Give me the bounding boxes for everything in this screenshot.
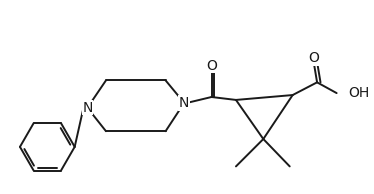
Text: OH: OH <box>348 86 370 100</box>
Text: N: N <box>179 96 189 110</box>
Text: O: O <box>206 59 217 73</box>
Text: O: O <box>309 51 320 65</box>
Text: N: N <box>82 101 93 115</box>
